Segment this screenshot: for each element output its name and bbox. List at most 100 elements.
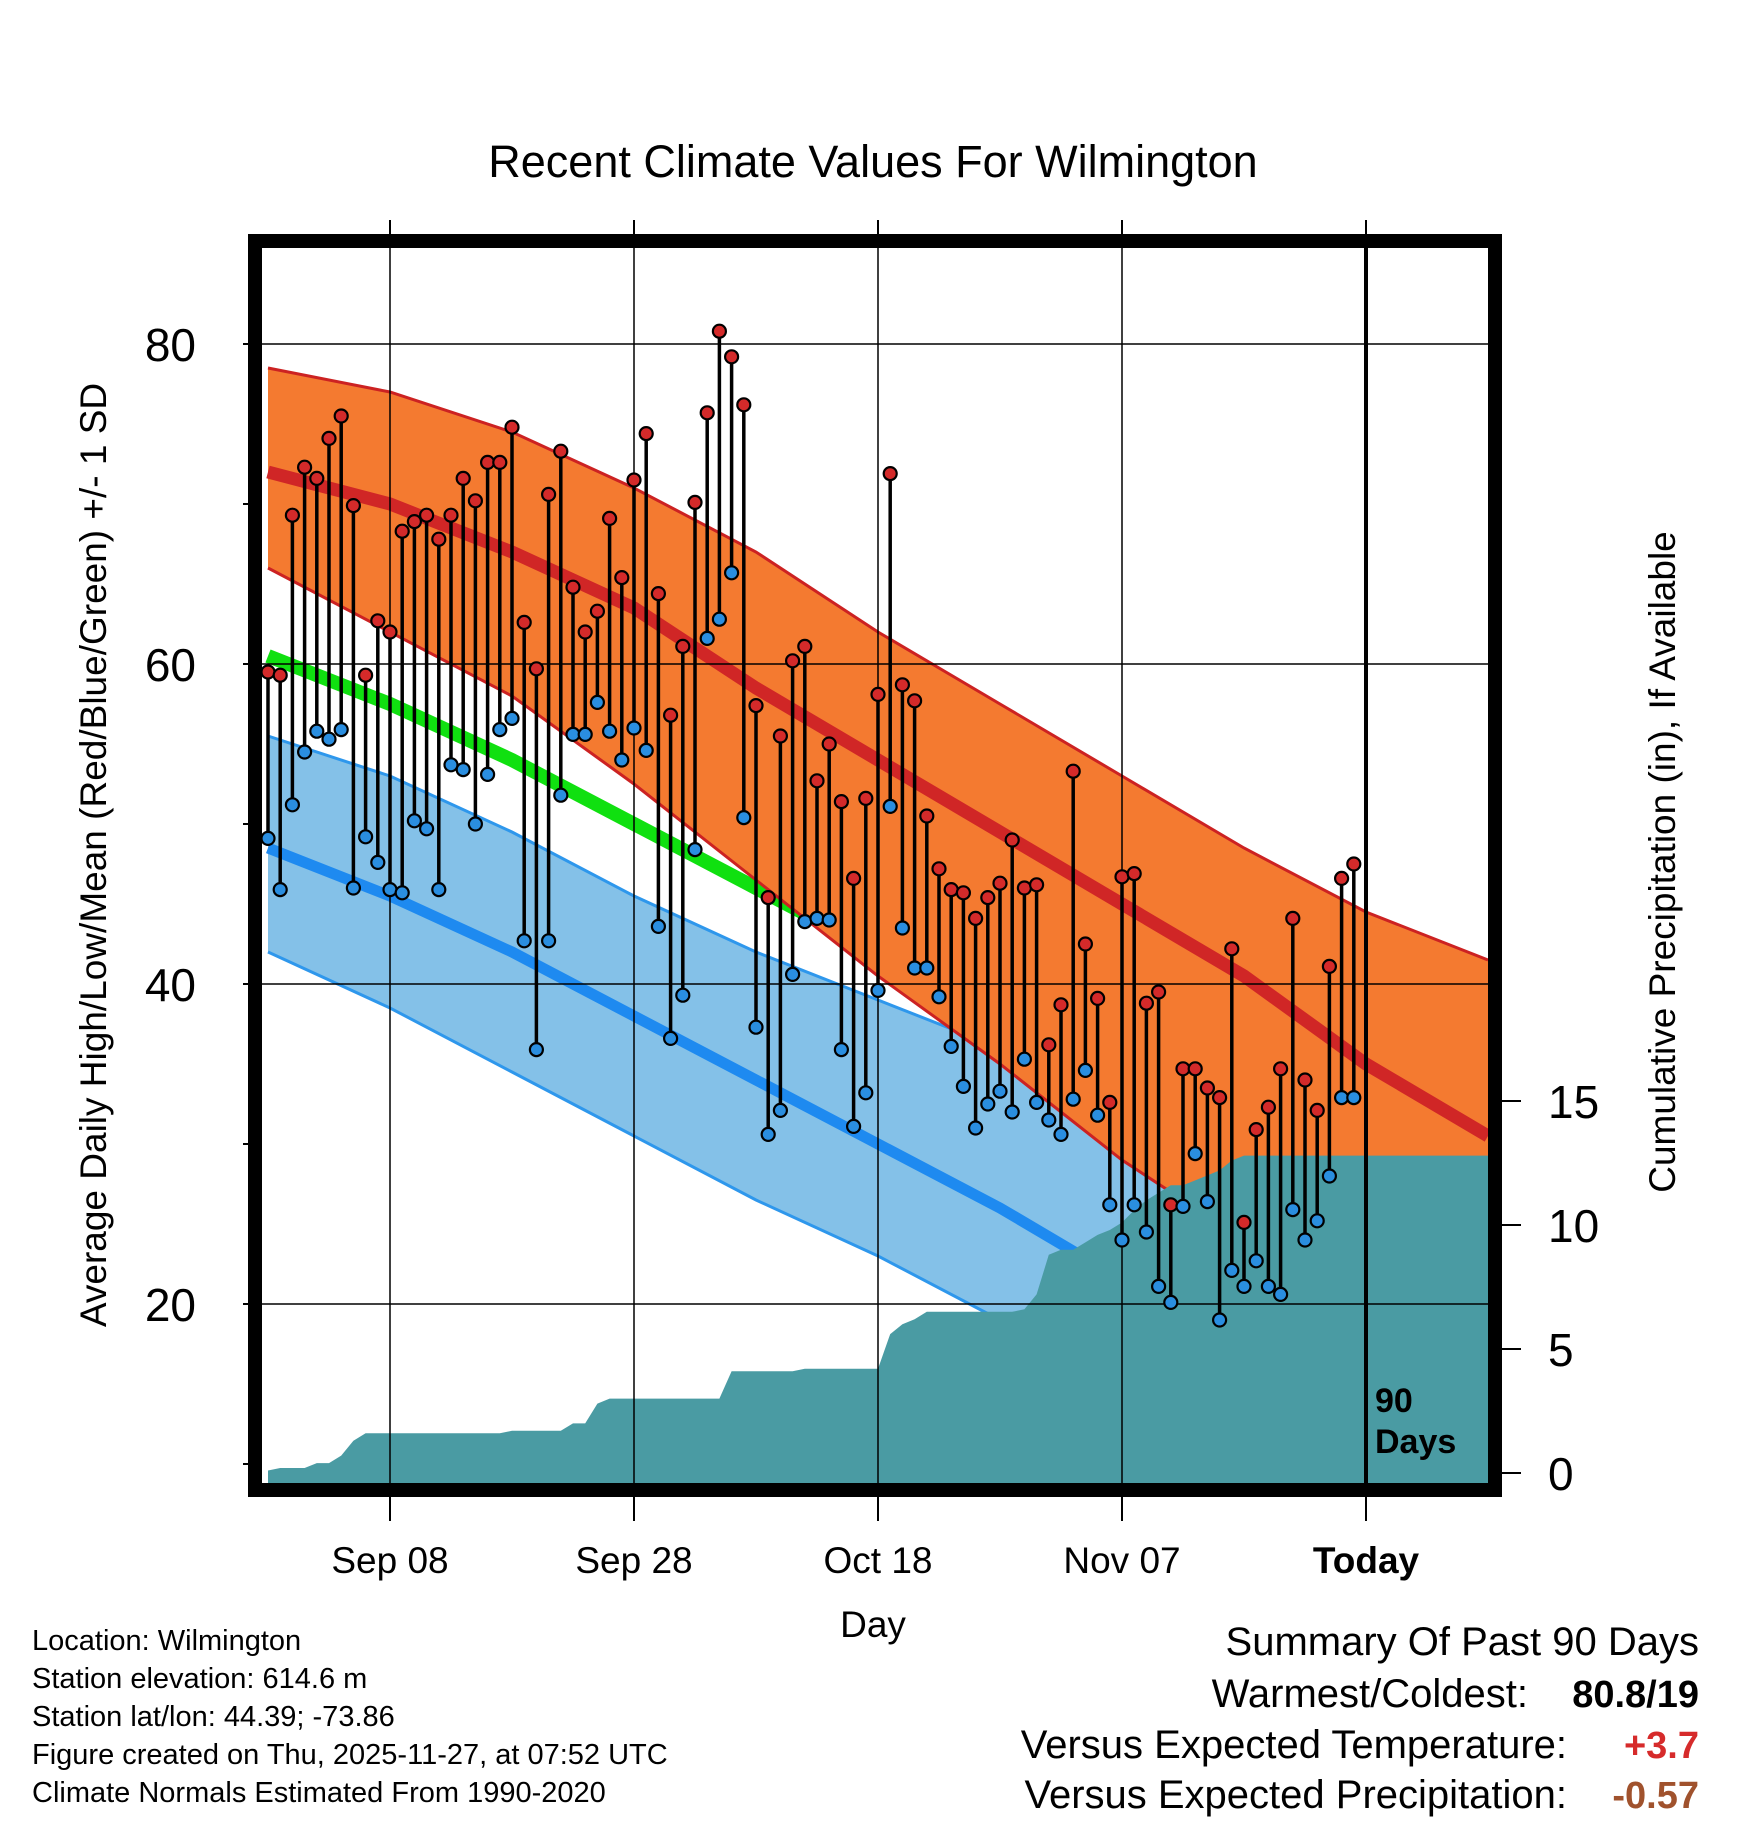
daily-high-point (1187, 1061, 1203, 1077)
y-tick-label: 20 (145, 1279, 196, 1331)
daily-low-point (1248, 1253, 1264, 1269)
daily-low-point (614, 752, 630, 768)
daily-high-point (1272, 1061, 1289, 1077)
plot-frame (248, 234, 1502, 1497)
daily-low-point (455, 761, 471, 778)
daily-low-point (858, 1085, 874, 1101)
daily-high-point (723, 349, 740, 365)
daily-high-point (662, 707, 679, 723)
daily-low-point (992, 1083, 1008, 1099)
daily-low-point (1028, 1094, 1045, 1111)
daily-low-point (601, 723, 618, 739)
daily-low-point (760, 1126, 776, 1143)
daily-low-point (492, 721, 508, 738)
daily-high-point (1138, 995, 1155, 1011)
daily-high-point (394, 523, 410, 539)
daily-high-point (748, 697, 764, 714)
daily-high-point (1321, 958, 1338, 975)
daily-low-point (540, 933, 557, 949)
daily-low-point (297, 744, 313, 760)
daily-high-point (858, 790, 874, 807)
daily-high-point (1297, 1072, 1313, 1088)
daily-high-point (699, 405, 715, 421)
info-location: Location: Wilmington (32, 1625, 302, 1657)
daily-low-point (723, 565, 740, 581)
daily-high-point (845, 870, 862, 887)
daily-low-point (528, 1041, 545, 1058)
daily-high-point (772, 728, 789, 744)
daily-low-point (1065, 1091, 1081, 1107)
daily-high-point (284, 507, 300, 523)
daily-high-point (784, 653, 801, 669)
daily-low-point (906, 960, 923, 976)
daily-high-point (809, 773, 825, 789)
daily-low-point (1321, 1168, 1338, 1184)
daily-high-point (736, 397, 752, 413)
daily-low-point (1089, 1107, 1106, 1123)
daily-low-point (321, 731, 337, 747)
daily-high-point (1053, 997, 1069, 1013)
daily-high-point (711, 323, 728, 339)
daily-low-point (1199, 1193, 1216, 1210)
temp-deviation-label: Versus Expected Temperature: (1020, 1723, 1567, 1767)
daily-high-point (1163, 1197, 1179, 1213)
warm-cold-value: 80.8/19 (1572, 1674, 1699, 1716)
daily-low-point (821, 912, 837, 928)
daily-low-point (1163, 1294, 1179, 1311)
y2-tick-label: 0 (1548, 1448, 1574, 1500)
daily-low-point (894, 920, 911, 936)
y-tick-label: 40 (145, 959, 196, 1011)
daily-high-point (297, 459, 313, 475)
daily-high-point (931, 861, 947, 877)
daily-low-point (284, 797, 300, 813)
daily-low-point (419, 821, 435, 837)
daily-high-point (943, 881, 959, 898)
info-normals: Climate Normals Estimated From 1990-2020 (32, 1777, 606, 1809)
daily-high-point (1102, 1094, 1118, 1111)
daily-high-point (577, 624, 593, 640)
daily-low-point (784, 966, 801, 983)
daily-low-point (1126, 1197, 1142, 1213)
daily-high-point (833, 793, 850, 810)
y2-tick-label: 15 (1548, 1076, 1599, 1128)
daily-low-point (345, 880, 361, 896)
precip-area (268, 1155, 1488, 1483)
daily-high-point (1346, 856, 1362, 872)
daily-low-point (919, 960, 935, 976)
daily-high-point (309, 470, 325, 486)
info-elevation: Station elevation: 614.6 m (32, 1663, 368, 1695)
daily-high-point (467, 493, 483, 509)
daily-high-point (1114, 869, 1130, 885)
daily-low-point (1333, 1089, 1350, 1106)
daily-low-point (931, 989, 947, 1005)
daily-high-point (431, 531, 447, 547)
daily-high-point (492, 454, 508, 470)
daily-low-point (480, 766, 496, 783)
daily-low-point (1138, 1224, 1155, 1240)
y-tick-label: 60 (145, 639, 196, 691)
daily-low-point (565, 726, 581, 743)
precip-deviation-value: -0.57 (1612, 1775, 1699, 1817)
daily-high-point (516, 614, 532, 631)
daily-low-point (1346, 1089, 1362, 1106)
daily-high-point (650, 585, 667, 602)
daily-low-point (711, 611, 728, 627)
daily-high-point (406, 513, 422, 530)
daily-high-point (443, 507, 459, 523)
daily-high-point (1175, 1061, 1191, 1077)
daily-high-point (1248, 1121, 1264, 1138)
daily-low-point (772, 1102, 789, 1119)
daily-high-point (967, 910, 984, 927)
daily-low-point (309, 723, 325, 739)
daily-high-point (272, 667, 288, 683)
daily-low-point (1041, 1112, 1057, 1128)
daily-high-point (370, 613, 386, 629)
daily-high-point (1199, 1080, 1216, 1096)
daily-low-point (1309, 1213, 1325, 1229)
y-tick-label: 80 (145, 319, 196, 371)
daily-high-point (1285, 910, 1301, 927)
daily-high-point (480, 454, 496, 470)
daily-low-point (638, 742, 654, 759)
daily-high-point (626, 472, 642, 488)
daily-low-point (967, 1120, 984, 1136)
